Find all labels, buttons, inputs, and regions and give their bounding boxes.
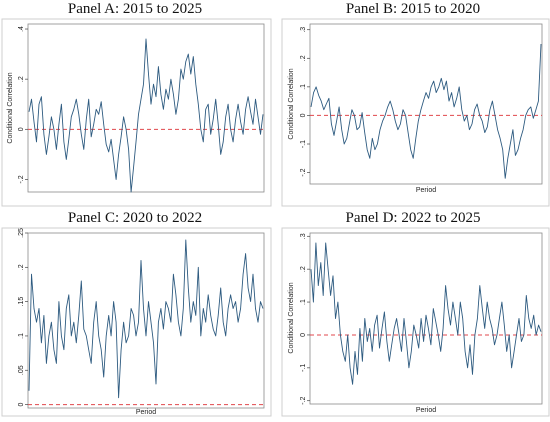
y-tick-label: .05 bbox=[18, 365, 25, 375]
plot-area bbox=[27, 232, 265, 409]
y-tick-label: 0 bbox=[300, 333, 307, 337]
y-tick-label: .1 bbox=[300, 84, 307, 90]
plot-area bbox=[27, 23, 265, 193]
y-tick-label: -.2 bbox=[18, 175, 25, 183]
y-tick-label: 0 bbox=[18, 127, 25, 131]
x-axis-label: Period bbox=[416, 407, 436, 414]
y-tick-label: 0 bbox=[18, 403, 25, 407]
y-tick-label: -.1 bbox=[300, 364, 307, 372]
y-tick-label: .1 bbox=[18, 333, 25, 339]
y-tick-label: .4 bbox=[18, 26, 25, 32]
plot-area bbox=[309, 23, 543, 185]
series-line bbox=[28, 239, 264, 399]
panel-a: -.2 0 .2 .4 Conditional Correlation bbox=[1, 18, 272, 207]
y-tick-label: .15 bbox=[18, 297, 25, 307]
y-tick-label: -.1 bbox=[300, 140, 307, 148]
series-line bbox=[310, 242, 542, 385]
series-line bbox=[310, 43, 542, 179]
y-axis-label: Conditional Correlation bbox=[288, 68, 295, 139]
x-axis-label: Period bbox=[416, 187, 436, 194]
y-tick-label: .2 bbox=[18, 76, 25, 82]
x-axis-label: Period bbox=[136, 409, 156, 416]
y-axis-label: Conditional Correlation bbox=[288, 282, 295, 353]
y-tick-label: .2 bbox=[300, 266, 307, 272]
panel-a-title: Panel A: 2015 to 2025 bbox=[67, 1, 203, 17]
y-tick-label: -.2 bbox=[300, 397, 307, 405]
y-tick-label: .25 bbox=[18, 228, 25, 238]
y-tick-label: .1 bbox=[300, 299, 307, 305]
y-tick-label: -.2 bbox=[300, 168, 307, 176]
panel-c: 0 .05 .1 .15 .2 .25 Period bbox=[1, 227, 272, 417]
y-axis-label: Conditional Correlation bbox=[7, 72, 14, 143]
panel-b: -.2 -.1 0 .1 .2 .3 Conditional Correlation Peri… bbox=[281, 18, 550, 207]
y-tick-label: 0 bbox=[300, 113, 307, 117]
series-line bbox=[28, 38, 264, 193]
y-tick-label: .3 bbox=[300, 233, 307, 239]
panel-d-title: Panel D: 2022 to 2025 bbox=[345, 210, 481, 226]
panel-c-title: Panel C: 2020 to 2022 bbox=[67, 210, 203, 226]
y-tick-label: .2 bbox=[300, 55, 307, 61]
panel-d: -.2 -.1 0 .1 .2 .3 Conditional Correlation Peri… bbox=[281, 227, 550, 417]
y-tick-label: .2 bbox=[18, 264, 25, 270]
y-tick-label: .3 bbox=[300, 27, 307, 33]
panel-b-title: Panel B: 2015 to 2020 bbox=[345, 1, 481, 17]
